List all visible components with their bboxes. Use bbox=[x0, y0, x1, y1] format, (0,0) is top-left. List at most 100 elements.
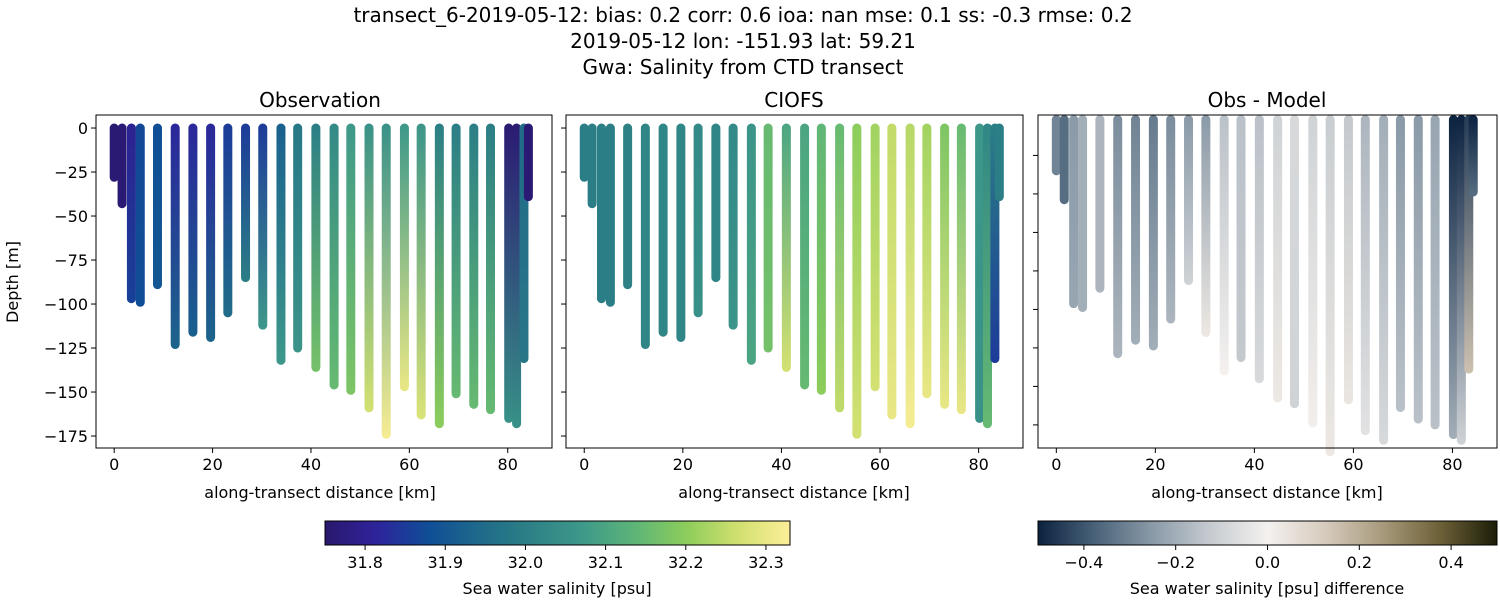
y-tick-label: −25 bbox=[54, 163, 88, 182]
axes-frame bbox=[95, 114, 553, 449]
station-profile-diff bbox=[1413, 115, 1423, 424]
station-profile-obs bbox=[329, 123, 339, 390]
station-profile-model bbox=[728, 123, 738, 330]
station-profile-diff bbox=[1273, 115, 1283, 403]
station-profile-model bbox=[596, 123, 606, 304]
station-profile-diff bbox=[1395, 115, 1405, 413]
station-profile-diff bbox=[1095, 115, 1105, 293]
panel-title-obs-minus-model: Obs - Model bbox=[1208, 88, 1327, 112]
figure-title-line-3: Gwa: Salinity from CTD transect bbox=[583, 55, 904, 79]
station-profile-diff bbox=[1379, 115, 1389, 445]
station-profile-diff bbox=[1051, 115, 1061, 176]
station-profile-diff bbox=[1201, 115, 1211, 338]
station-profile-diff bbox=[1184, 115, 1194, 286]
station-profile-obs bbox=[206, 123, 216, 342]
station-profile-model bbox=[579, 123, 589, 182]
x-tick-label: 0 bbox=[579, 455, 589, 474]
station-profile-obs bbox=[170, 123, 180, 350]
x-tick-label: 20 bbox=[1145, 455, 1165, 474]
station-profile-obs bbox=[135, 123, 145, 307]
x-tick-label: 40 bbox=[1244, 455, 1264, 474]
y-tick-label: −100 bbox=[44, 295, 88, 314]
station-profile-diff bbox=[1448, 115, 1458, 440]
station-profile-model bbox=[956, 123, 966, 415]
station-profile-model bbox=[640, 123, 650, 350]
station-profile-model bbox=[852, 123, 862, 439]
x-tick-label: 80 bbox=[1442, 455, 1462, 474]
station-profile-model bbox=[835, 123, 845, 413]
x-axis-label-observation: along-transect distance [km] bbox=[204, 483, 435, 502]
y-axis-label: Depth [m] bbox=[3, 241, 22, 323]
station-profile-model bbox=[922, 123, 932, 399]
station-profile-model bbox=[800, 123, 810, 390]
station-profile-model bbox=[975, 123, 985, 423]
station-profile-model bbox=[816, 123, 826, 395]
station-profile-model bbox=[587, 123, 597, 209]
y-tick-label: −125 bbox=[44, 339, 88, 358]
station-profile-obs bbox=[241, 123, 251, 283]
colorbar-tick-label: 32.3 bbox=[748, 553, 784, 572]
station-profile-obs bbox=[188, 123, 198, 337]
colorbar-tick-label: −0.4 bbox=[1064, 553, 1103, 572]
station-profile-diff bbox=[1360, 115, 1370, 436]
colorbar-tick-label: 32.0 bbox=[508, 553, 544, 572]
panel-title-observation: Observation bbox=[259, 88, 381, 112]
colorbar-salinity-label: Sea water salinity [psu] bbox=[462, 579, 651, 598]
y-tick-label: −75 bbox=[54, 251, 88, 270]
colorbar-tick-label: 32.1 bbox=[588, 553, 624, 572]
x-tick-label: 20 bbox=[202, 455, 222, 474]
colorbar-tick-label: −0.2 bbox=[1156, 553, 1195, 572]
station-profile-model bbox=[676, 123, 686, 342]
station-profile-model bbox=[658, 123, 668, 337]
station-profile-diff bbox=[1254, 115, 1264, 384]
figure-title-line-1: transect_6-2019-05-12: bias: 0.2 corr: 0… bbox=[353, 3, 1132, 27]
station-profile-obs bbox=[117, 123, 127, 209]
x-tick-label: 0 bbox=[109, 455, 119, 474]
station-profile-diff bbox=[1325, 115, 1335, 457]
station-profile-obs bbox=[451, 123, 461, 399]
station-profile-model bbox=[605, 123, 615, 307]
station-profile-obs bbox=[523, 123, 533, 202]
x-tick-label: 80 bbox=[498, 455, 518, 474]
x-tick-label: 40 bbox=[301, 455, 321, 474]
colorbar-tick-label: 0.2 bbox=[1347, 553, 1372, 572]
colorbar-tick-label: 31.9 bbox=[427, 553, 463, 572]
station-profile-diff bbox=[1236, 115, 1246, 363]
x-tick-label: 60 bbox=[870, 455, 890, 474]
station-profile-obs bbox=[416, 123, 426, 420]
x-axis-label-ciofs: along-transect distance [km] bbox=[678, 483, 909, 502]
station-profile-obs bbox=[152, 123, 162, 290]
x-tick-label: 0 bbox=[1051, 455, 1061, 474]
station-profile-diff bbox=[1343, 115, 1353, 405]
station-profile-model bbox=[763, 123, 773, 353]
station-profile-diff bbox=[1308, 115, 1318, 428]
colorbar-tick-label: 32.2 bbox=[668, 553, 704, 572]
y-tick-label: −50 bbox=[54, 207, 88, 226]
station-profile-diff bbox=[1456, 115, 1466, 445]
x-tick-label: 80 bbox=[968, 455, 988, 474]
x-tick-label: 60 bbox=[1343, 455, 1363, 474]
colorbar-diff bbox=[1037, 520, 1498, 546]
station-profile-model bbox=[711, 123, 721, 283]
station-profile-obs bbox=[399, 123, 409, 392]
station-profile-obs bbox=[364, 123, 374, 413]
station-profile-model bbox=[781, 123, 791, 372]
station-profile-model bbox=[623, 123, 633, 290]
station-profile-diff bbox=[1131, 115, 1141, 345]
station-profile-model bbox=[905, 123, 915, 429]
station-profile-diff bbox=[1289, 115, 1299, 409]
x-tick-label: 40 bbox=[771, 455, 791, 474]
station-profile-obs bbox=[381, 123, 391, 439]
station-profile-model bbox=[746, 123, 756, 365]
x-tick-label: 60 bbox=[399, 455, 419, 474]
station-profile-model bbox=[940, 123, 950, 409]
station-profile-diff bbox=[1468, 115, 1478, 197]
station-profile-obs bbox=[109, 123, 119, 182]
station-profile-diff bbox=[1069, 115, 1079, 309]
station-profile-obs bbox=[434, 123, 444, 429]
station-profile-model bbox=[887, 123, 897, 420]
figure-title-line-2: 2019-05-12 lon: -151.93 lat: 59.21 bbox=[570, 29, 916, 53]
station-profile-obs bbox=[311, 123, 321, 372]
station-profile-obs bbox=[276, 123, 286, 365]
